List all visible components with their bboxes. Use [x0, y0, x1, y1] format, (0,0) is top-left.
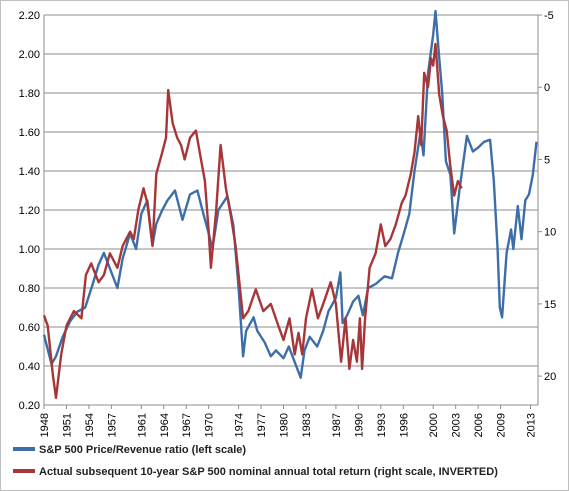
y-left-tick-label: 1.80: [19, 88, 40, 100]
y-left-tick-label: 2.20: [19, 10, 40, 22]
y-left-tick-label: 0.80: [19, 283, 40, 295]
series-lines: [42, 9, 538, 399]
x-tick-label: 1990: [353, 413, 365, 437]
x-tick-label: 1951: [61, 413, 73, 437]
y-left-tick-label: 0.20: [19, 400, 40, 412]
x-tick-label: 1987: [331, 413, 343, 437]
legend-label-total-return: Actual subsequent 10-year S&P 500 nomina…: [39, 466, 498, 478]
y-right-tick-label: 20: [544, 371, 556, 383]
x-tick-label: 1967: [181, 413, 193, 437]
x-tick-label: 2013: [526, 413, 538, 437]
x-tick-label: 1964: [159, 413, 171, 437]
legend-item-price-revenue: S&P 500 Price/Revenue ratio (left scale): [13, 439, 498, 461]
legend-label-price-revenue: S&P 500 Price/Revenue ratio (left scale): [39, 444, 247, 456]
y-left-tick-label: 1.00: [19, 244, 40, 256]
x-tick-label: 1974: [234, 413, 246, 437]
gridlines: [44, 14, 538, 406]
x-tick-label: 1948: [39, 413, 51, 437]
price-revenue-line: [42, 9, 538, 379]
legend-swatch-red: [13, 469, 35, 474]
tick-labels: 0.20 0.40 0.60 0.80 1.00 1.20 1.40 1.60 1.80 2.00…: [19, 10, 557, 437]
legend-item-total-return: Actual subsequent 10-year S&P 500 nomina…: [13, 461, 498, 483]
legend: S&P 500 Price/Revenue ratio (left scale)…: [13, 439, 498, 483]
x-tick-label: 1993: [376, 413, 388, 437]
y-left-tick-label: 1.20: [19, 205, 40, 217]
total-return-line: [42, 42, 463, 399]
y-right-tick-label: 5: [544, 154, 550, 166]
x-tick-label: 2006: [473, 413, 485, 437]
axes: [43, 14, 542, 409]
x-tick-label: 1970: [204, 413, 216, 437]
y-right-tick-label: -5: [544, 10, 554, 22]
legend-swatch-blue: [13, 447, 35, 452]
x-tick-label: 2009: [496, 413, 508, 437]
x-tick-label: 1980: [279, 413, 291, 437]
y-right-tick-label: 0: [544, 82, 550, 94]
y-left-tick-label: 1.60: [19, 127, 40, 139]
x-tick-label: 1996: [398, 413, 410, 437]
y-left-tick-label: 0.40: [19, 361, 40, 373]
x-tick-label: 1954: [84, 413, 96, 437]
x-tick-label: 1983: [301, 413, 313, 437]
y-left-tick-label: 2.00: [19, 49, 40, 61]
x-tick-label: 2003: [451, 413, 463, 437]
x-tick-label: 1977: [256, 413, 268, 437]
y-left-tick-label: 1.40: [19, 166, 40, 178]
x-tick-label: 2000: [428, 413, 440, 437]
y-right-tick-label: 10: [544, 227, 556, 239]
y-right-tick-label: 15: [544, 299, 556, 311]
y-left-tick-label: 0.60: [19, 322, 40, 334]
x-tick-label: 1961: [136, 413, 148, 437]
x-tick-label: 1957: [106, 413, 118, 437]
